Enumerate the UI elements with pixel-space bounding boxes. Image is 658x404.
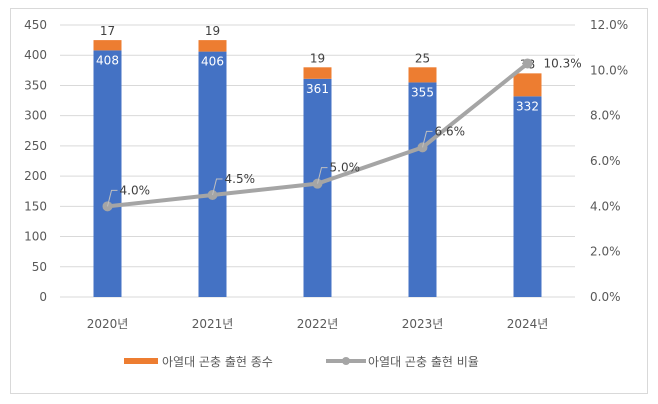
right-axis-tick: 4.0% — [590, 199, 621, 213]
right-axis-tick: 8.0% — [590, 109, 621, 123]
bar-base-label: 332 — [516, 99, 539, 113]
bar-base — [93, 50, 122, 298]
left-axis-tick: 450 — [24, 18, 47, 32]
legend-marker-ratio — [342, 357, 350, 365]
x-axis-tick: 2021년 — [192, 317, 234, 331]
left-axis-tick: 0 — [39, 290, 47, 304]
bar-top — [93, 40, 122, 51]
legend-label-species: 아열대 곤충 출현 종수 — [162, 355, 273, 369]
bar-top — [303, 67, 332, 79]
bar-top-label: 19 — [205, 24, 220, 38]
bar-base-label: 355 — [411, 85, 434, 99]
bar-top-label: 25 — [415, 51, 430, 65]
bar-top-label: 19 — [310, 51, 325, 65]
right-axis-tick: 12.0% — [590, 18, 628, 32]
right-axis-tick: 10.0% — [590, 63, 628, 77]
left-axis-tick: 100 — [24, 230, 47, 244]
leader-line — [212, 178, 223, 196]
left-axis-tick: 300 — [24, 109, 47, 123]
left-axis-tick: 200 — [24, 169, 47, 183]
right-axis-tick: 0.0% — [590, 290, 621, 304]
left-axis-tick: 150 — [24, 199, 47, 213]
ratio-label: 5.0% — [330, 161, 361, 175]
ratio-label: 6.6% — [435, 124, 466, 138]
left-axis-tick: 350 — [24, 78, 47, 92]
bar-base — [513, 96, 542, 297]
bar-base — [408, 82, 437, 297]
leader-line — [317, 167, 328, 184]
left-axis-tick: 250 — [24, 139, 47, 153]
bar-top — [198, 40, 227, 52]
bar-base-label: 361 — [306, 82, 329, 96]
left-axis-tick: 50 — [32, 260, 47, 274]
x-axis-tick: 2022년 — [297, 317, 339, 331]
x-axis-tick: 2024년 — [507, 317, 549, 331]
ratio-label: 10.3% — [544, 57, 582, 71]
bar-top — [513, 73, 542, 97]
bar-top-label: 17 — [100, 24, 115, 38]
leader-line — [422, 130, 433, 148]
bar-top — [408, 67, 437, 83]
ratio-label: 4.0% — [120, 183, 151, 197]
legend-label-ratio: 아열대 곤충 출현 비율 — [368, 355, 479, 369]
right-axis-tick: 2.0% — [590, 245, 621, 259]
legend-swatch-species — [124, 358, 158, 364]
ratio-point — [522, 58, 533, 69]
left-axis-tick: 400 — [24, 48, 47, 62]
x-axis-tick: 2023년 — [402, 317, 444, 331]
bar-base — [198, 51, 227, 298]
right-axis-tick: 6.0% — [590, 154, 621, 168]
leader-line — [107, 189, 118, 207]
bar-base-label: 408 — [96, 53, 119, 67]
bar-base-label: 406 — [201, 55, 224, 69]
ratio-label: 4.5% — [225, 172, 256, 186]
x-axis-tick: 2020년 — [87, 317, 129, 331]
